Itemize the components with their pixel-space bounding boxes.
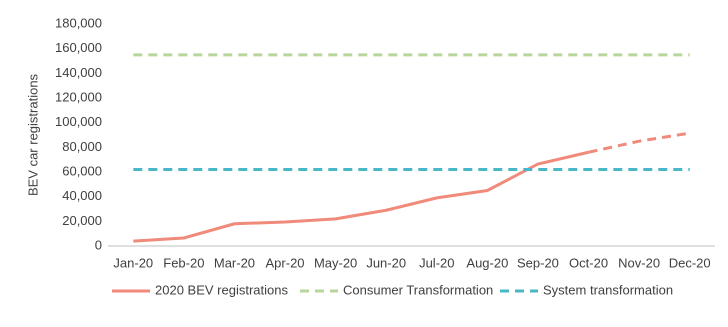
x-tick-label: Jan-20: [113, 255, 153, 270]
y-tick-label: 80,000: [62, 139, 102, 154]
x-tick-label: May-20: [314, 255, 357, 270]
y-tick-label: 180,000: [55, 15, 102, 30]
y-tick-label: 160,000: [55, 40, 102, 55]
x-tick-label: Feb-20: [163, 255, 204, 270]
x-tick-label: Dec-20: [669, 255, 711, 270]
x-tick-label: Sep-20: [517, 255, 559, 270]
x-tick-label: Jun-20: [366, 255, 406, 270]
x-tick-label: Oct-20: [569, 255, 608, 270]
x-tick-label: Nov-20: [618, 255, 660, 270]
x-tick-label: Jul-20: [419, 255, 454, 270]
y-tick-label: 140,000: [55, 65, 102, 80]
y-axis-label: BEV car registrations: [25, 73, 40, 196]
y-tick-label: 40,000: [62, 188, 102, 203]
legend-label: Consumer Transformation: [343, 282, 493, 297]
y-tick-label: 20,000: [62, 213, 102, 228]
x-tick-label: Mar-20: [214, 255, 255, 270]
x-tick-label: Apr-20: [266, 255, 305, 270]
x-tick-label: Aug-20: [466, 255, 508, 270]
legend-label: 2020 BEV registrations: [155, 282, 288, 297]
y-tick-label: 0: [95, 237, 102, 252]
y-tick-label: 100,000: [55, 114, 102, 129]
legend-label: System transformation: [543, 282, 673, 297]
y-tick-label: 120,000: [55, 89, 102, 104]
series-line-dashed: [588, 131, 690, 154]
y-tick-label: 60,000: [62, 163, 102, 178]
series-line: [133, 150, 589, 243]
